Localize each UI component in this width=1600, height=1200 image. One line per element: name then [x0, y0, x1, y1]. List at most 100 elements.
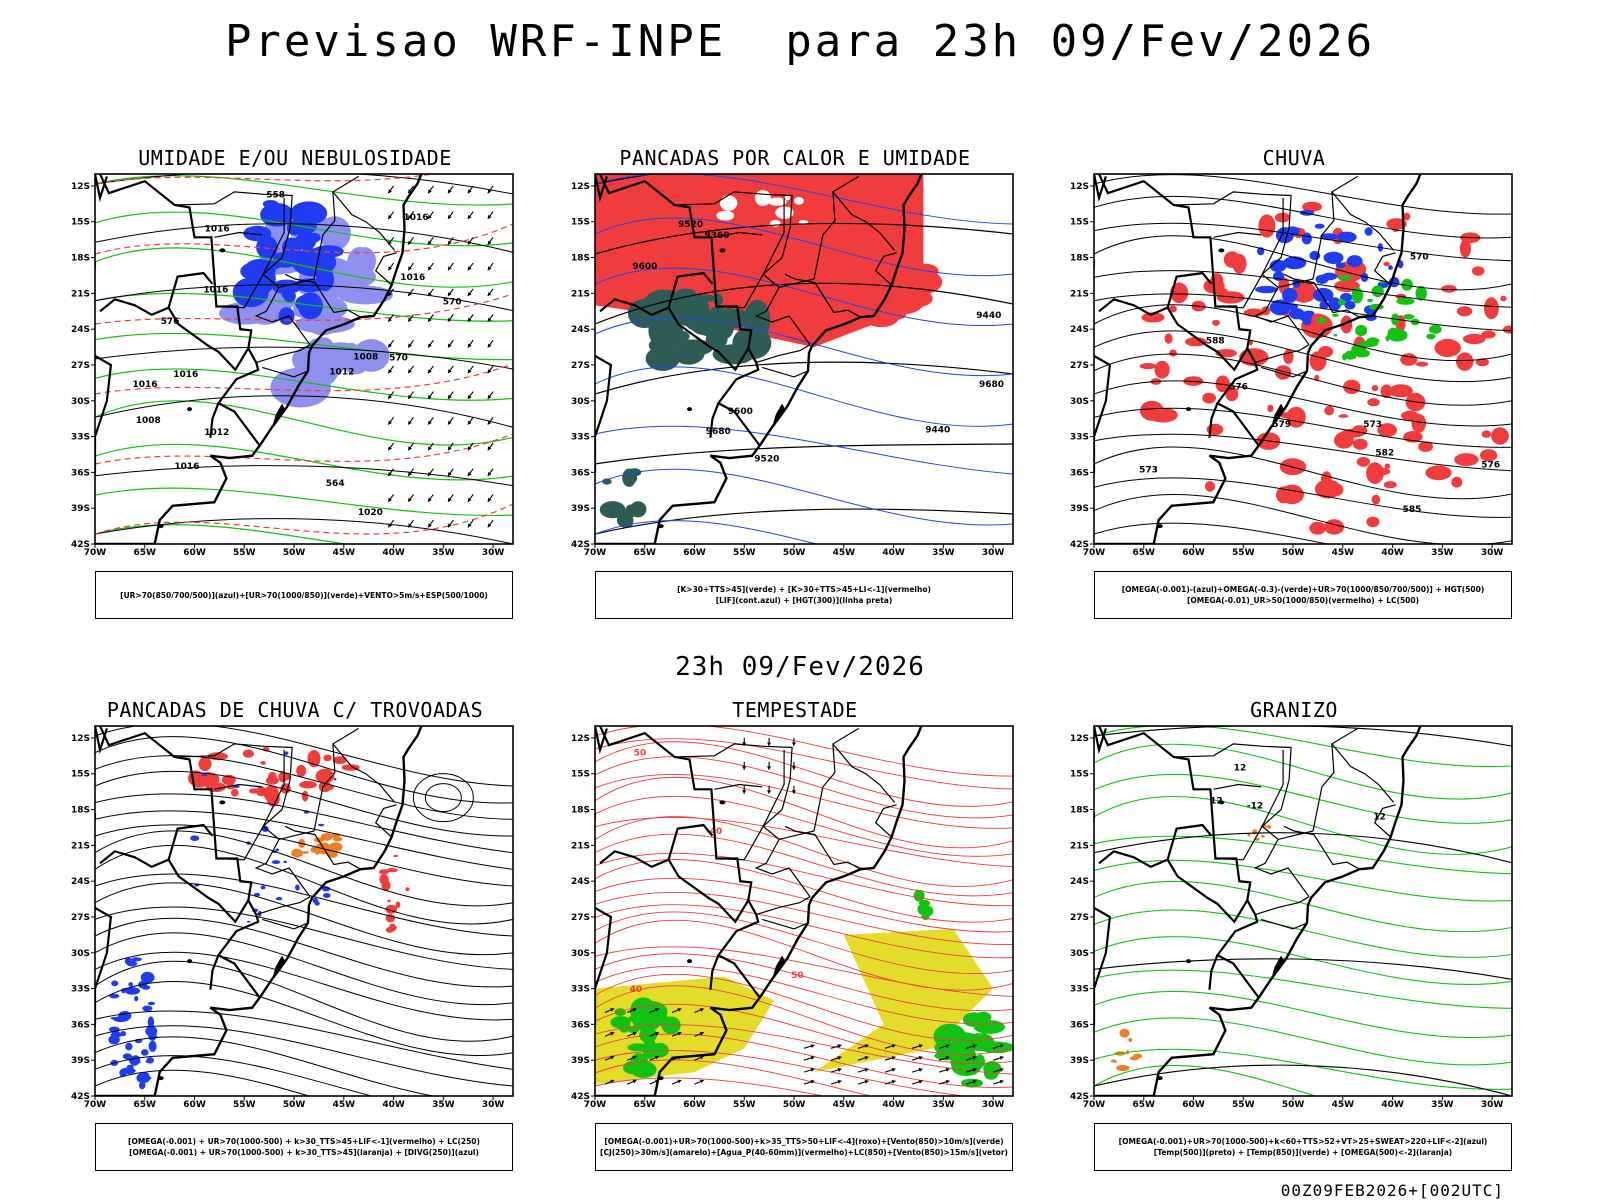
lake-icon [687, 407, 693, 412]
height-contour [1094, 353, 1512, 406]
wind-vector-head [767, 766, 772, 770]
rain-red [1371, 494, 1381, 505]
storm-red [231, 788, 239, 797]
instability-red [853, 247, 880, 272]
wind-vector-head [388, 317, 392, 322]
wind-green [973, 1020, 1006, 1034]
contour-layer: 588 585 582 579 576 573 570 576 573 [1094, 174, 1512, 544]
humidity-contour [95, 524, 349, 544]
field-layer [1139, 201, 1512, 535]
humidity-shade [298, 292, 323, 320]
wind-vector-head [655, 1055, 659, 1060]
lon-label: 30W [982, 548, 1005, 558]
wind-vector-head [945, 1067, 950, 1072]
temp850-contour [1094, 936, 1512, 986]
wind-vector-head [408, 523, 412, 528]
wind-vector-head [388, 189, 392, 194]
storm-red [198, 756, 212, 772]
map-layer [595, 726, 923, 1096]
lon-label: 45W [833, 548, 856, 558]
jet-yellow [813, 928, 994, 1073]
clear-area [716, 210, 735, 221]
storm-orange [332, 842, 336, 847]
panel-title: UMIDADE E/OU NEBULOSIDADE [138, 146, 452, 170]
rain-red [1139, 363, 1157, 370]
plot-area: 588 585 582 579 576 573 570 576 573 [1094, 174, 1512, 544]
lon-label: 35W [1431, 1100, 1454, 1110]
rain-green [1342, 353, 1348, 361]
height-contour [1094, 380, 1512, 427]
lat-label: 18S [71, 806, 90, 816]
omega-orange [1252, 829, 1258, 835]
state-border [374, 252, 397, 286]
rain-green [1355, 349, 1370, 358]
map-layer [1094, 174, 1422, 544]
plot-frame [94, 173, 514, 545]
wind-vector-head [408, 343, 412, 348]
contour-layer [95, 726, 513, 1096]
country-border [1094, 354, 1112, 477]
contour-layer: 12 12 12 -12 [1094, 726, 1512, 1096]
instability-teal [648, 339, 662, 352]
divergence-blue [271, 860, 281, 864]
state-border [284, 273, 361, 318]
plot-frame [1093, 725, 1513, 1097]
plot-frame [94, 725, 514, 1097]
panel-granizo: GRANIZO 12 12 12 -12 12S 15S 18S 21S 24S 27S 30S 33… [1054, 698, 1534, 1190]
divergence-blue [122, 1053, 133, 1060]
divergence-blue [323, 893, 331, 898]
storm-orange [313, 837, 325, 843]
wind-vector-head [467, 317, 472, 322]
rain-green [1367, 298, 1373, 302]
wind-vector-head [388, 420, 392, 425]
rain-blue [1360, 272, 1369, 282]
legend-box: [UR>70(850/700/500)](azul)+[UR>70(1000/8… [95, 571, 513, 619]
streamline [95, 755, 513, 820]
lon-label: 60W [1182, 548, 1205, 558]
state-border [756, 344, 811, 364]
height-contour [595, 508, 1013, 535]
state-border [1173, 727, 1359, 841]
divergence-blue [148, 1030, 157, 1041]
lake-icon [219, 248, 226, 253]
lon-label: 45W [1332, 548, 1355, 558]
rain-red [1484, 297, 1499, 320]
contour-label: 9600 [632, 262, 657, 272]
rain-green [1387, 328, 1408, 342]
clear-area [798, 220, 809, 225]
rain-red [1456, 306, 1473, 317]
storm-red [332, 756, 347, 764]
lat-label: 15S [571, 218, 590, 228]
precip-water-contour [595, 1077, 827, 1096]
wind-vector-head [428, 369, 432, 374]
divergence-blue [261, 825, 269, 832]
rain-red [1500, 295, 1507, 302]
rain-red [1384, 463, 1391, 469]
lon-label: 40W [382, 548, 405, 558]
temp850-contour [1094, 835, 1512, 875]
wind-vector-head [632, 1055, 637, 1060]
rain-red [1140, 400, 1164, 421]
divergence-blue [283, 860, 288, 864]
wind-vector-head [655, 1031, 659, 1036]
footer-stamp: 00Z09FEB2026+[002UTC] [1280, 1181, 1504, 1200]
lat-label: 33S [571, 433, 590, 443]
divergence-blue [109, 993, 120, 999]
lagoon [1271, 404, 1285, 427]
state-border [1373, 804, 1396, 838]
rain-green [1379, 280, 1385, 284]
lat-label: 18S [1070, 254, 1089, 264]
lat-label: 33S [71, 985, 90, 995]
streamline [95, 824, 513, 887]
lon-label: 50W [283, 1100, 306, 1110]
contour-label: 1016 [400, 273, 425, 283]
temp500-contour [1094, 958, 1512, 980]
wind-vector-head [428, 240, 432, 245]
wind-vector-head [742, 766, 747, 770]
wind-vector-head [448, 266, 452, 271]
wind-vector-head [837, 1079, 842, 1084]
wind-vector-head [428, 446, 432, 451]
lake-icon [1186, 407, 1192, 412]
wind-green [627, 1043, 647, 1052]
state-border [214, 783, 263, 790]
